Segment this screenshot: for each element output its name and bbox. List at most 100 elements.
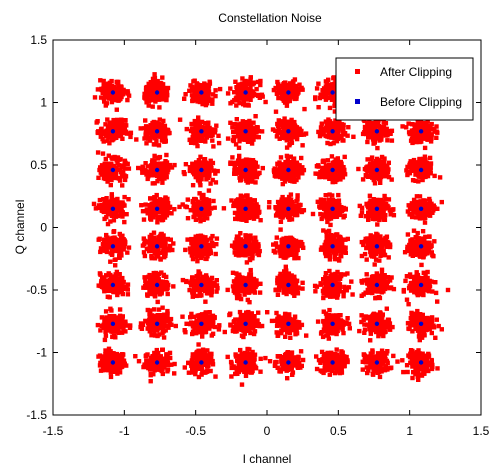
after-clipping-point: [347, 326, 352, 331]
after-clipping-point: [285, 376, 290, 381]
after-clipping-point: [229, 374, 234, 379]
after-clipping-point: [298, 349, 304, 354]
after-clipping-point: [106, 283, 111, 288]
after-clipping-point: [345, 358, 350, 363]
after-clipping-point: [258, 369, 263, 374]
after-clipping-point: [350, 292, 355, 297]
after-clipping-point: [200, 209, 206, 214]
cluster-0-7: [395, 348, 440, 382]
after-clipping-point: [290, 241, 295, 246]
after-clipping-point: [291, 327, 297, 333]
after-clipping-point: [382, 276, 387, 281]
after-clipping-point: [210, 233, 215, 239]
after-clipping-point: [369, 351, 374, 357]
after-clipping-point: [152, 307, 157, 312]
after-clipping-point: [433, 280, 438, 285]
cluster-1-2: [180, 310, 222, 339]
after-clipping-point: [254, 239, 259, 245]
after-clipping-point: [426, 368, 431, 374]
after-clipping-point: [109, 195, 115, 200]
after-clipping-point: [239, 323, 244, 328]
after-clipping-point: [122, 244, 127, 249]
after-clipping-point: [340, 249, 346, 254]
after-clipping-point: [290, 320, 295, 325]
after-clipping-point: [160, 330, 165, 336]
after-clipping-point: [207, 310, 212, 315]
after-clipping-point: [97, 236, 102, 241]
cluster-2-3: [225, 267, 263, 305]
after-clipping-point: [246, 352, 251, 357]
after-clipping-point: [281, 238, 286, 243]
after-clipping-point: [98, 246, 104, 251]
after-clipping-point: [189, 311, 194, 317]
after-clipping-point: [283, 264, 288, 269]
after-clipping-point: [295, 365, 301, 370]
after-clipping-point: [243, 373, 249, 378]
after-clipping-point: [426, 360, 431, 366]
after-clipping-point: [253, 366, 259, 371]
after-clipping-point: [341, 294, 346, 299]
after-clipping-point: [296, 354, 301, 359]
after-clipping-point: [149, 365, 154, 370]
after-clipping-point: [370, 357, 376, 363]
after-clipping-point: [416, 277, 421, 282]
after-clipping-point: [283, 334, 288, 339]
after-clipping-point: [421, 292, 426, 298]
after-clipping-point: [193, 217, 199, 222]
after-clipping-point: [201, 274, 206, 280]
after-clipping-point: [148, 240, 154, 245]
after-clipping-point: [195, 237, 200, 242]
after-clipping-point: [320, 334, 326, 340]
after-clipping-point: [286, 318, 291, 323]
after-clipping-point: [230, 270, 236, 275]
after-clipping-point: [335, 295, 340, 300]
after-clipping-point: [151, 288, 156, 293]
after-clipping-point: [274, 310, 279, 316]
after-clipping-point: [156, 362, 161, 367]
after-clipping-point: [145, 239, 150, 244]
after-clipping-point: [172, 207, 177, 212]
after-clipping-point: [205, 216, 210, 221]
after-clipping-point: [122, 194, 127, 200]
cluster-0-0: [96, 346, 129, 380]
after-clipping-point: [361, 242, 366, 248]
after-clipping-point: [242, 350, 247, 356]
after-clipping-point: [376, 315, 381, 321]
before-clipping-point: [199, 206, 204, 211]
after-clipping-point: [113, 263, 118, 268]
after-clipping-point: [205, 284, 210, 290]
after-clipping-point: [113, 365, 118, 370]
after-clipping-point: [234, 285, 239, 290]
after-clipping-point: [330, 288, 335, 293]
before-clipping-point: [110, 206, 116, 211]
after-clipping-point: [273, 241, 279, 246]
after-clipping-point: [423, 355, 429, 360]
cluster-3-2: [183, 233, 220, 264]
after-clipping-point: [277, 274, 283, 279]
after-clipping-point: [165, 358, 170, 363]
after-clipping-point: [245, 326, 250, 331]
after-clipping-point: [379, 369, 384, 374]
after-clipping-point: [125, 323, 130, 328]
after-clipping-point: [334, 313, 339, 318]
after-clipping-point: [276, 354, 281, 359]
after-clipping-point: [149, 333, 154, 338]
after-clipping-point: [235, 317, 240, 322]
before-clipping-point: [110, 321, 116, 326]
after-clipping-point: [275, 275, 280, 281]
after-clipping-point: [433, 290, 439, 296]
after-clipping-point: [113, 361, 118, 366]
after-clipping-point: [160, 234, 166, 239]
before-clipping-point: [418, 282, 424, 288]
after-clipping-point: [421, 243, 427, 249]
after-clipping-point: [180, 314, 185, 319]
after-clipping-point: [190, 208, 196, 213]
after-clipping-point: [117, 363, 122, 368]
after-clipping-point: [152, 275, 157, 280]
before-clipping-point: [286, 360, 291, 365]
after-clipping-point: [413, 252, 418, 257]
after-clipping-point: [157, 356, 162, 361]
after-clipping-point: [273, 287, 278, 293]
after-clipping-point: [214, 289, 219, 294]
